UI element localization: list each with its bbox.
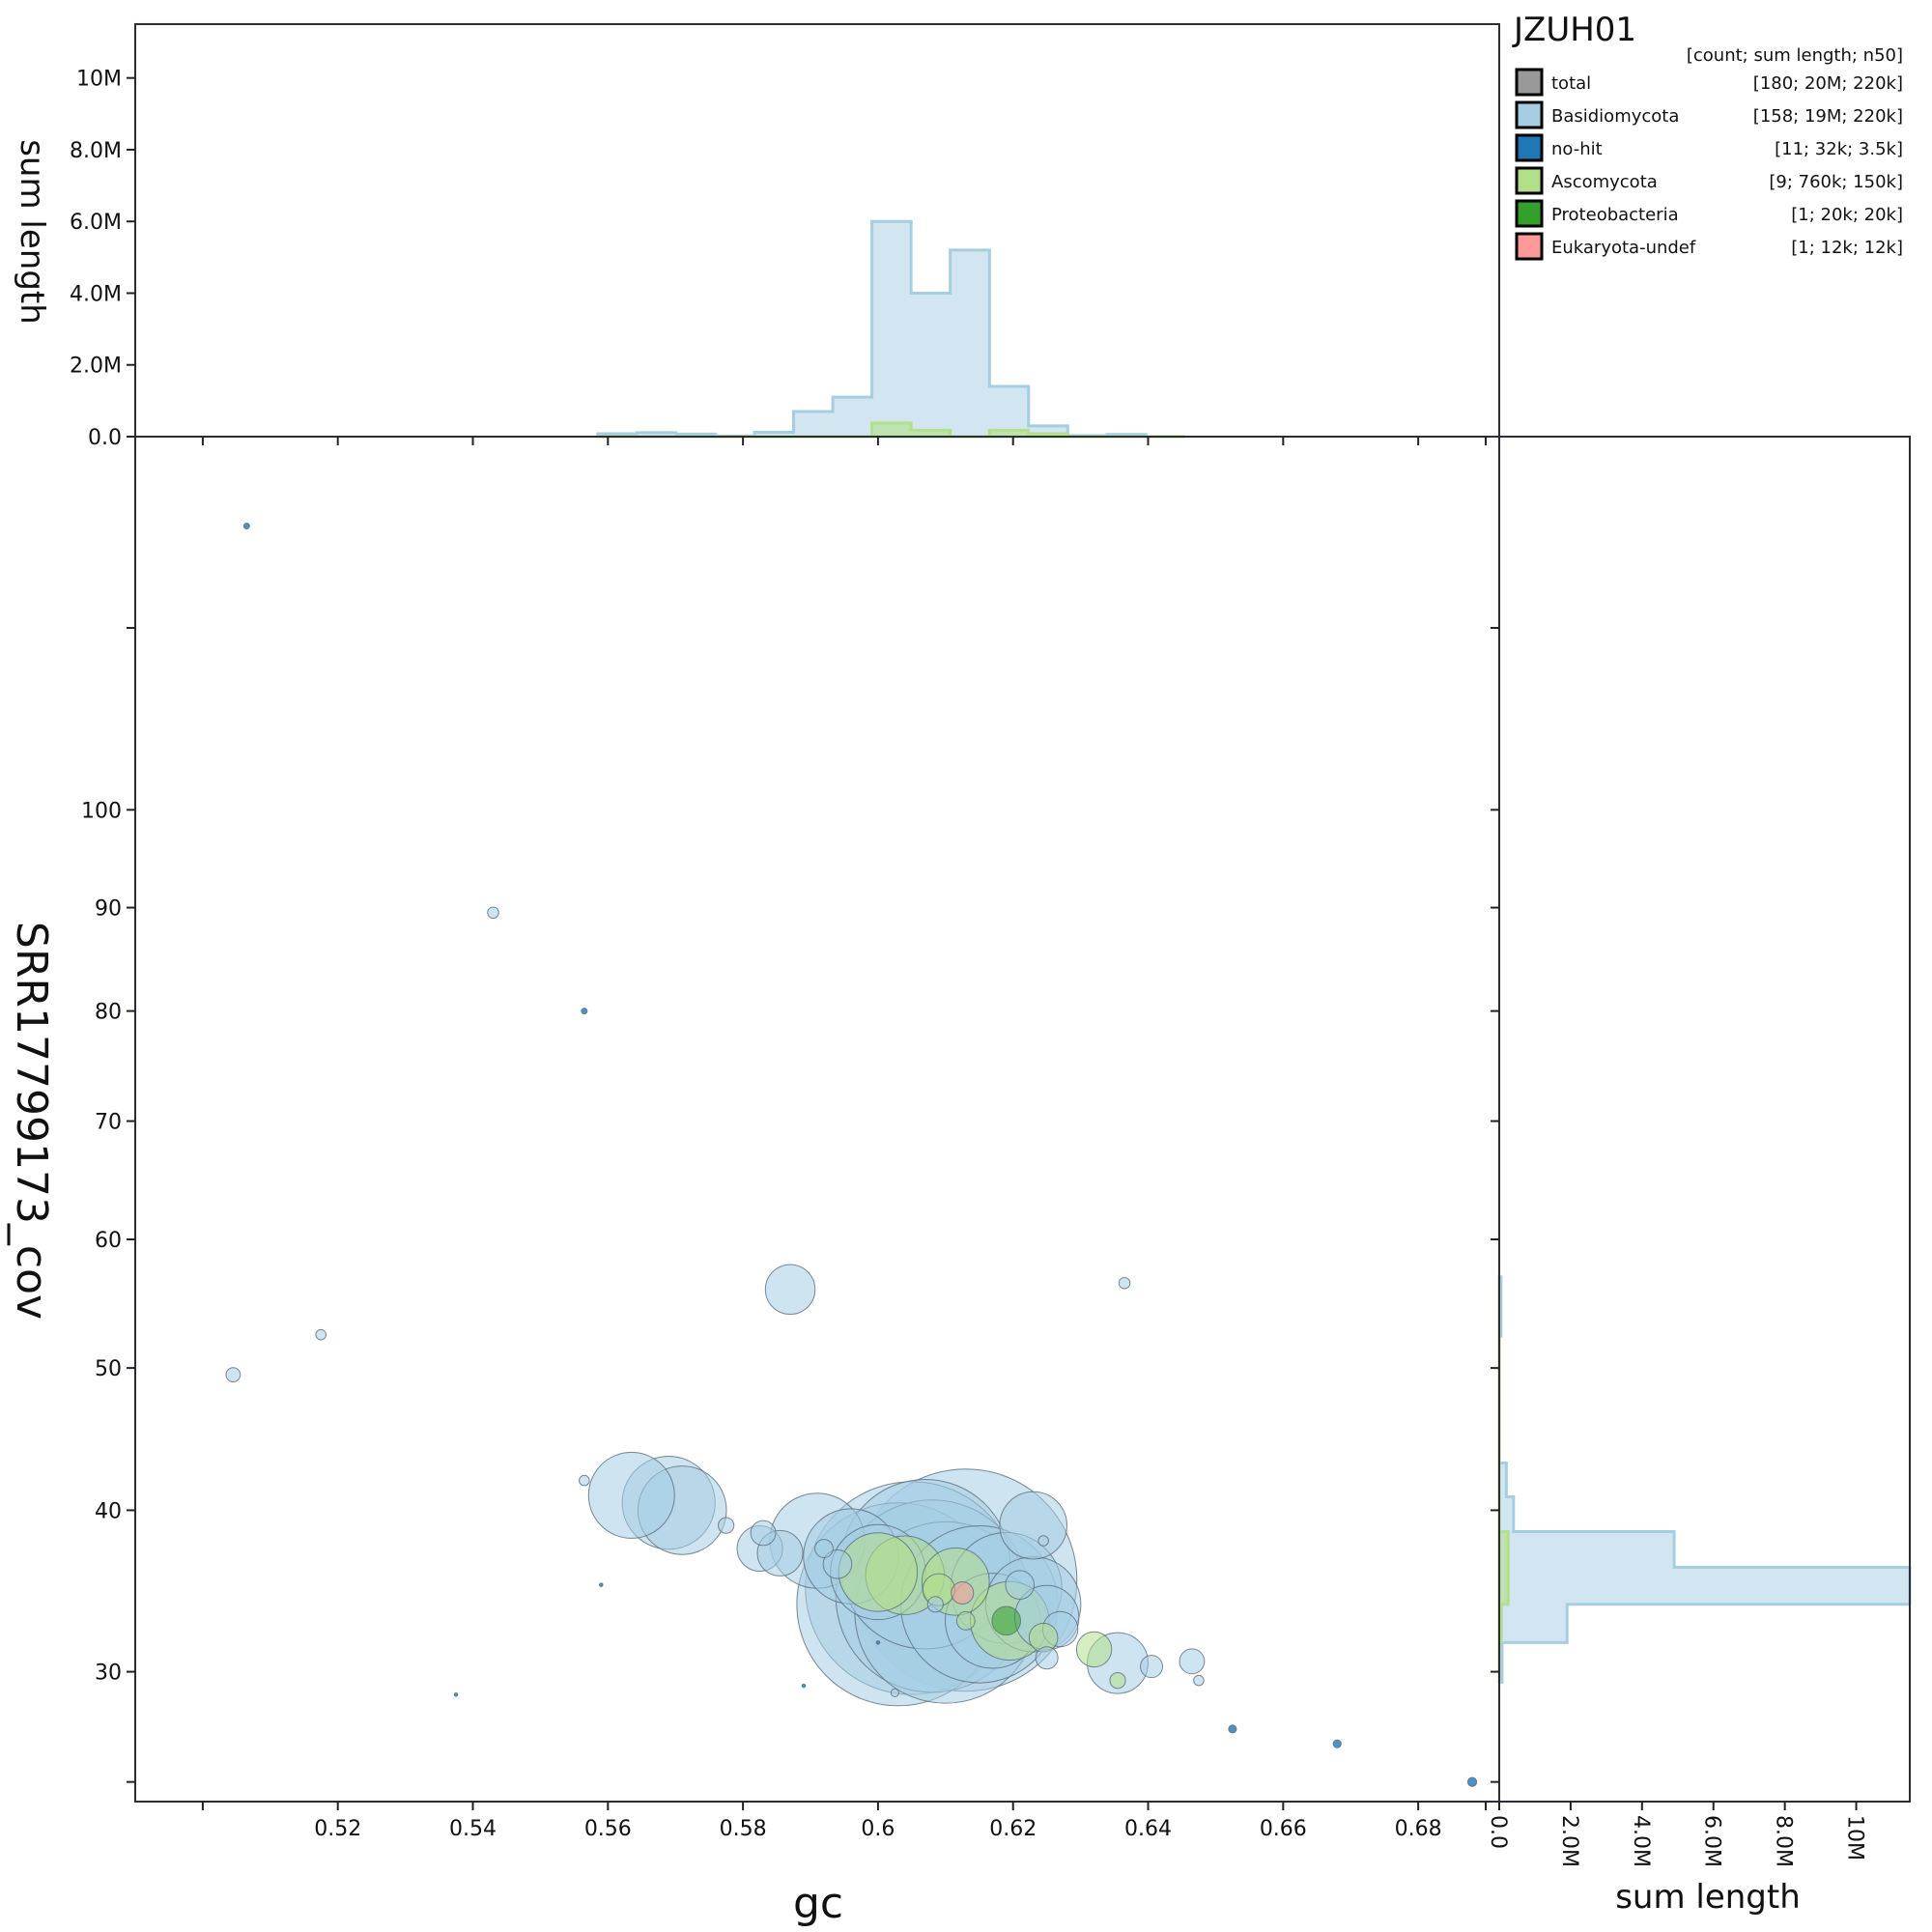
scatter-point [487, 906, 499, 920]
top-histogram [596, 219, 1185, 439]
scatter-point [875, 1640, 881, 1645]
scatter-point [991, 1605, 1022, 1636]
right-histogram [1497, 1275, 1912, 1684]
scatter-point [1179, 1648, 1206, 1675]
axes: 0.52 0.54 0.56 0.58 0.6 0.62 0.64 0.66 0.68 30 40 5… [70, 23, 1911, 1867]
right-histogram-tick-label: 4.0M [1629, 1815, 1653, 1867]
scatter-point [718, 1517, 735, 1534]
scatter-point [453, 1691, 459, 1697]
y-tick-label: 80 [95, 1001, 122, 1025]
legend-swatch-proteobacteria [1515, 199, 1544, 228]
x-tick-label: 0.52 [314, 1817, 361, 1841]
top-histogram-tick-label: 2.0M [70, 355, 122, 379]
top-histogram-frame [134, 23, 1500, 438]
legend-label: Ascomycota [1551, 172, 1658, 192]
x-tick-label: 0.62 [989, 1817, 1037, 1841]
y-tick-label: 100 [81, 799, 122, 823]
scatter-point [1118, 1276, 1131, 1290]
legend-swatch-no-hit [1515, 133, 1544, 162]
scatter-point [764, 1264, 816, 1316]
scatter-point [955, 1610, 976, 1631]
scatter-point [242, 523, 250, 530]
scatter-point [1140, 1655, 1164, 1679]
scatter-point [1332, 1739, 1342, 1748]
scatter-plot [225, 523, 1478, 1787]
y-tick-label: 60 [95, 1229, 122, 1253]
x-axis-title: gc [793, 1879, 843, 1928]
scatter-point [587, 1451, 675, 1539]
right-histogram-frame [1498, 436, 1911, 1803]
scatter-point [1228, 1724, 1237, 1734]
top-histogram-tick-label: 4.0M [70, 282, 122, 306]
y-tick-label: 90 [95, 897, 122, 922]
right-histogram-tick-label: 6.0M [1700, 1815, 1724, 1867]
right-histogram-tick-label: 2.0M [1557, 1815, 1581, 1867]
legend-label: Eukaryota-undef [1551, 238, 1696, 258]
top-histogram-tick-label: 0.0 [88, 426, 122, 450]
scatter-point [1037, 1535, 1049, 1547]
x-tick-label: 0.64 [1124, 1817, 1172, 1841]
legend-swatch-basidiomycota [1515, 100, 1544, 129]
legend-stats: [180; 20M; 220k] [1753, 73, 1903, 94]
legend-label: total [1551, 73, 1591, 94]
right-histogram-tick-label: 10M [1843, 1815, 1867, 1861]
legend-label: no-hit [1551, 139, 1603, 159]
legend: total [180; 20M; 220k] Basidiomycota [158; … [1515, 68, 1903, 261]
right-histogram-xlabel: sum length [1615, 1878, 1801, 1917]
scatter-point [822, 1548, 853, 1579]
x-tick-label: 0.58 [720, 1817, 767, 1841]
x-tick-label: 0.6 [861, 1817, 895, 1841]
scatter-point [579, 1474, 590, 1487]
y-tick-label: 70 [95, 1111, 122, 1135]
scatter-point [1035, 1646, 1059, 1670]
y-axis-title: SRR17799173_cov [7, 922, 56, 1320]
legend-stats: [1; 12k; 12k] [1791, 238, 1903, 258]
top-histogram-series-basidiomycota [596, 219, 1185, 439]
legend-stats: [158; 19M; 220k] [1753, 106, 1903, 127]
scatter-point [926, 1596, 944, 1613]
scatter-point [599, 1582, 604, 1587]
scatter-point [1005, 1570, 1036, 1600]
x-tick-label: 0.54 [449, 1817, 497, 1841]
legend-header: [count; sum length; n50] [1687, 45, 1903, 66]
x-tick-label: 0.56 [584, 1817, 632, 1841]
legend-title: JZUH01 [1512, 11, 1636, 49]
scatter-point [581, 1008, 588, 1015]
scatter-point [890, 1688, 899, 1698]
scatter-point [951, 1581, 975, 1605]
scatter-point [814, 1539, 834, 1558]
legend-swatch-eukaryota-undef [1515, 232, 1544, 261]
top-histogram-tick-label: 6.0M [70, 211, 122, 235]
right-histogram-tick-label: 0.0 [1486, 1815, 1510, 1849]
top-histogram-ylabel: sum length [13, 139, 51, 325]
legend-stats: [9; 760k; 150k] [1769, 172, 1903, 192]
y-tick-label: 30 [95, 1662, 122, 1686]
scatter-point [999, 1491, 1067, 1560]
legend-swatch-total [1515, 68, 1544, 97]
y-tick-label: 40 [95, 1499, 122, 1523]
legend-swatch-ascomycota [1515, 166, 1544, 195]
top-histogram-tick-label: 10M [76, 68, 122, 92]
right-histogram-tick-label: 8.0M [1772, 1815, 1796, 1867]
scatter-point [1075, 1631, 1113, 1668]
scatter-point [801, 1683, 807, 1689]
legend-label: Basidiomycota [1551, 106, 1679, 127]
x-tick-label: 0.68 [1395, 1817, 1442, 1841]
legend-label: Proteobacteria [1551, 205, 1679, 225]
top-histogram-tick-label: 8.0M [70, 139, 122, 163]
scatter-point [315, 1328, 327, 1341]
scatter-point [750, 1520, 777, 1547]
scatter-point [1109, 1672, 1126, 1690]
scatter-point [1193, 1674, 1205, 1687]
scatter-point [838, 1532, 919, 1612]
legend-stats: [11; 32k; 3.5k] [1775, 139, 1903, 159]
scatter-point [225, 1367, 242, 1383]
scatter-point [1466, 1776, 1478, 1787]
legend-stats: [1; 20k; 20k] [1791, 205, 1903, 225]
x-tick-label: 0.66 [1260, 1817, 1307, 1841]
right-histogram-series-basidiomycota [1497, 1275, 1912, 1684]
y-tick-label: 50 [95, 1357, 122, 1381]
